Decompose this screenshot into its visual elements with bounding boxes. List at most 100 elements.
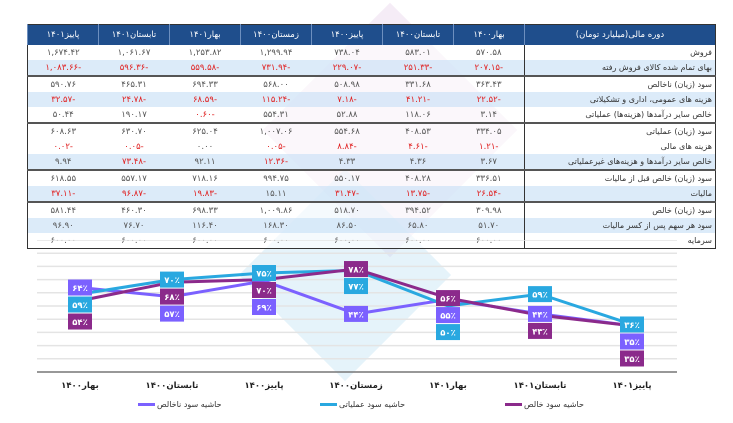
data-label: ۵۶٪: [440, 295, 456, 305]
cell-value: ۳.۶۷: [453, 154, 525, 170]
table-row: فروش ۵۷۰.۵۸ ۵۸۳.۰۱ ۷۳۸.۰۴ ۱,۲۹۹.۹۴ ۱,۲۵۳.۸۲ ۱,…: [27, 45, 716, 60]
cell-value: -۶۸.۵۹: [169, 92, 241, 107]
data-label: ۷۵٪: [256, 270, 272, 280]
data-label: ۴۳٪: [532, 327, 548, 337]
x-tick-label: تابستان۱۴۰۰: [146, 381, 199, 391]
data-label: ۴۴٪: [532, 310, 548, 320]
header-period: تابستان۱۴۰۰: [382, 24, 454, 45]
row-label: خالص سایر درآمدها (هزینه‌ها) عملیاتی: [524, 107, 716, 123]
cell-value: -۲۰۷.۱۵: [453, 60, 525, 76]
table-row: سود (زیان) ناخالص ۳۶۳.۴۳ ۳۳۱.۶۸ ۵۰۸.۹۸ ۵۶۸.۰…: [27, 75, 716, 92]
cell-value: ۷۶.۷۰: [98, 218, 170, 233]
cell-value: -۸.۸۴: [311, 139, 383, 154]
table-row: سود (زیان) خالص قبل از مالیات ۳۳۶.۵۱ ۴۰۸.۲…: [27, 169, 716, 186]
data-label: ۶۴٪: [72, 284, 88, 294]
header-period: زمستان۱۴۰۰: [240, 24, 312, 45]
data-label-box: [620, 333, 644, 350]
data-label-box: [252, 299, 276, 315]
cell-value: ۱,۶۷۴.۴۲: [27, 45, 99, 60]
cell-value: ۴.۳۳: [311, 154, 383, 170]
cell-value: ۱,۲۵۳.۸۲: [169, 45, 241, 60]
cell-value: ۰.۰۰: [169, 139, 241, 154]
cell-value: ۳۹۴.۵۲: [382, 201, 454, 218]
data-label-box: [344, 261, 368, 278]
data-label-box: [436, 324, 460, 341]
cell-value: -۲۵۱.۳۳: [382, 60, 454, 76]
cell-value: ۴۰۸.۲۸: [382, 169, 454, 186]
x-tick-label: پاییز۱۴۰۰: [244, 381, 283, 391]
row-label: هزینه های عمومی، اداری و تشکیلاتی: [524, 92, 716, 107]
cell-value: ۱,۰۶۱.۶۷: [98, 45, 170, 60]
cell-value: ۶۳۰.۷۰: [98, 122, 170, 139]
cell-value: ۶۰۸.۶۳: [27, 122, 99, 139]
data-label-box: [528, 322, 552, 339]
table-row: سود (زیان) عملیاتی ۳۳۴.۰۵ ۴۰۸.۵۳ ۵۵۴.۶۸ ۱,۰۰…: [27, 122, 716, 139]
table-row: سود (زیان) خالص ۳۰۹.۹۸ ۳۹۴.۵۲ ۵۱۸.۷۰ ۱,۰۰۹.۸…: [27, 201, 716, 218]
cell-value: ۴.۳۶: [382, 154, 454, 170]
data-label-box: [160, 305, 184, 322]
cell-value: ۱۱۶.۴۰: [169, 218, 241, 233]
cell-value: ۵۵۴.۶۸: [311, 122, 383, 139]
income-statement-table: دوره مالی(میلیارد تومان) بهار۱۴۰۰ تابستان۱…: [27, 24, 716, 249]
cell-value: -۲۲۹.۰۷: [311, 60, 383, 76]
cell-value: ۳۰۹.۹۸: [453, 201, 525, 218]
table-row: هزینه های مالی -۱.۲۱ -۴.۶۱ -۸.۸۴ -۰.۰۵ ۰.۰۰ -۰…: [27, 139, 716, 154]
row-label: سود (زیان) ناخالص: [524, 75, 716, 92]
cell-value: -۱۹.۸۳: [169, 186, 241, 202]
table-row: مالیات -۲۶.۵۴ -۱۳.۷۵ -۳۱.۴۷ ۱۵.۱۱ -۱۹.۸۳ -۹۶.۸…: [27, 186, 716, 202]
legend-label: حاشیه سود ناخالص: [157, 400, 222, 409]
cell-value: -۵۵۹.۵۸: [169, 60, 241, 76]
data-label: ۵۹٪: [72, 301, 88, 311]
cell-value: ۵۷۰.۵۸: [453, 45, 525, 60]
cell-value: ۵۵۰.۱۷: [311, 169, 383, 186]
data-label-box: [160, 271, 184, 288]
cell-value: ۶۵.۸۰: [382, 218, 454, 233]
legend-item-operating-margin: حاشیه سود عملیاتی: [320, 400, 405, 409]
header-period-label: دوره مالی(میلیارد تومان): [524, 24, 716, 45]
cell-value: ۶۹۴.۳۳: [169, 75, 241, 92]
legend-item-net-margin: حاشیه سود خالص: [505, 400, 584, 409]
header-period: تابستان۱۴۰۱: [98, 24, 170, 45]
legend-label: حاشیه سود خالص: [524, 400, 584, 409]
cell-value: ۹۶.۹۰: [27, 218, 99, 233]
row-label: خالص سایر درآمدها و هزینه‌های غیرعملیاتی: [524, 154, 716, 170]
cell-value: -۵۹۶.۳۶: [98, 60, 170, 76]
data-label-box: [528, 286, 552, 303]
cell-value: ۶۹۸.۳۳: [169, 201, 241, 218]
cell-value: -۳۱.۴۷: [311, 186, 383, 202]
header-period: بهار۱۴۰۱: [169, 24, 241, 45]
row-label: سود هر سهم پس از کسر مالیات: [524, 218, 716, 233]
cell-value: -۹۶.۸۷: [98, 186, 170, 202]
cell-value: -۰.۶۰: [169, 107, 241, 123]
cell-value: ۵۸۱.۴۴: [27, 201, 99, 218]
data-label-box: [160, 288, 184, 305]
cell-value: -۷.۱۸: [311, 92, 383, 107]
cell-value: ۹.۹۴: [27, 154, 99, 170]
data-label-box: [344, 278, 368, 295]
data-label: ۵۰٪: [440, 329, 456, 339]
data-label-box: [68, 296, 92, 313]
data-label-box: [436, 290, 460, 307]
cell-value: -۳۲.۵۷: [27, 92, 99, 107]
data-label: ۳۵٪: [624, 355, 640, 365]
legend-swatch: [138, 403, 155, 406]
margin-line-chart: بهار۱۴۰۰ تابستان۱۴۰۰ پاییز۱۴۰۰ زمستان۱۴۰۰ به…: [37, 240, 677, 391]
row-label: بهای تمام شده کالای فروش رفته: [524, 60, 716, 76]
cell-value: -۰.۰۵: [240, 139, 312, 154]
cell-value: -۱۱۵.۲۴: [240, 92, 312, 107]
cell-value: ۱,۰۰۹.۸۶: [240, 201, 312, 218]
cell-value: ۱,۲۹۹.۹۴: [240, 45, 312, 60]
cell-value: -۷۳.۴۸: [98, 154, 170, 170]
cell-value: ۹۹۴.۷۵: [240, 169, 312, 186]
data-label: ۴۴٪: [348, 310, 364, 320]
row-label: فروش: [524, 45, 716, 60]
cell-value: ۴۶۰.۳۰: [98, 201, 170, 218]
cell-value: ۵۲.۸۸: [311, 107, 383, 123]
row-label: هزینه های مالی: [524, 139, 716, 154]
cell-value: ۵۱.۷۰: [453, 218, 525, 233]
cell-value: -۱.۲۱: [453, 139, 525, 154]
header-period: پاییز۱۴۰۱: [27, 24, 99, 45]
x-tick-label: تابستان۱۴۰۱: [514, 381, 567, 391]
data-label: ۷۰٪: [164, 276, 180, 286]
data-label-box: [620, 316, 644, 333]
